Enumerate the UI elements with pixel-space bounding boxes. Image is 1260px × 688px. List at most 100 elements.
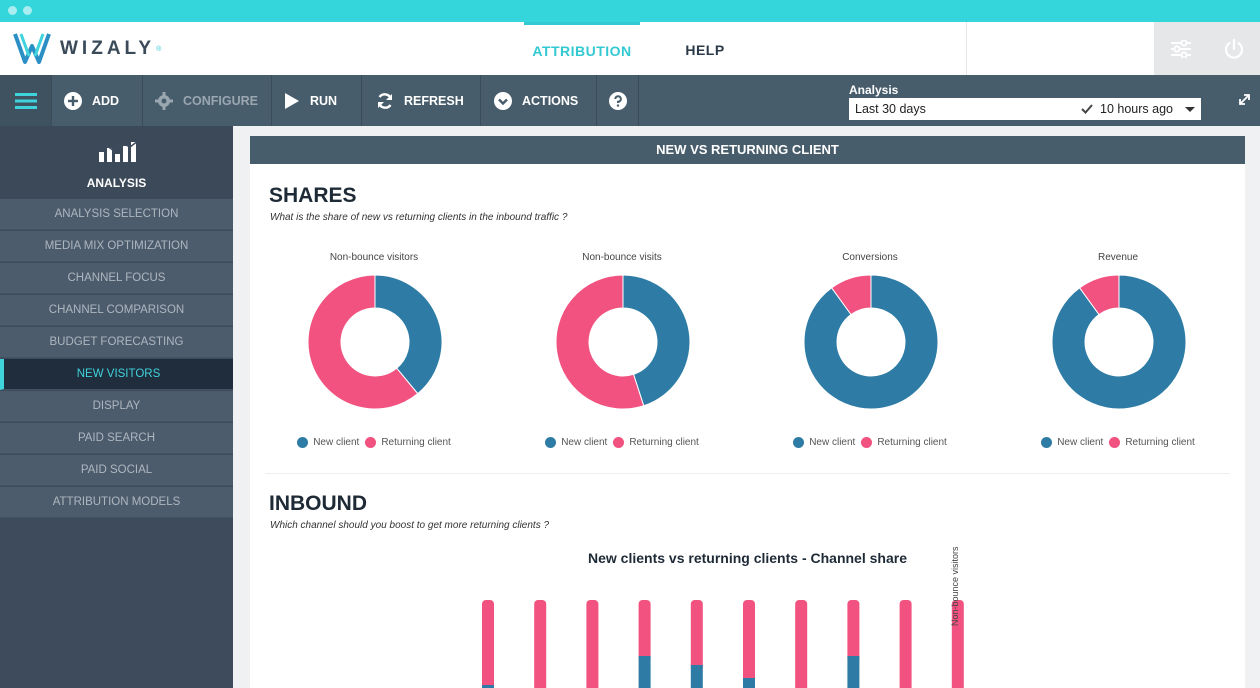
bar-new-client[interactable] <box>847 656 860 688</box>
slice-returning-client[interactable] <box>555 274 645 410</box>
donut-svg <box>307 274 443 410</box>
legend-returning-client[interactable]: Returning client <box>1109 437 1195 448</box>
analysis-period-select[interactable]: Last 30 days 10 hours ago <box>849 98 1201 120</box>
bar-returning-client[interactable] <box>638 600 651 662</box>
slice-returning-client[interactable] <box>307 274 419 410</box>
bar-returning-client[interactable] <box>482 600 494 688</box>
gear-icon <box>155 91 173 110</box>
bar-new-client[interactable] <box>638 656 651 688</box>
slice-returning-client[interactable] <box>830 274 872 316</box>
sidebar-title: ANALYSIS <box>86 176 147 190</box>
sliders-icon <box>1170 39 1191 58</box>
bar-returning-client[interactable] <box>586 600 599 688</box>
bar-new-client[interactable] <box>482 685 494 688</box>
tab-attribution[interactable]: ATTRIBUTION <box>524 22 640 75</box>
sidebar-item[interactable]: ANALYSIS SELECTION <box>0 199 233 230</box>
legend-returning-client[interactable]: Returning client <box>613 437 699 448</box>
legend-new-client[interactable]: New client <box>793 437 855 448</box>
bar-returning-client[interactable] <box>951 600 964 688</box>
sidebar-item[interactable]: MEDIA MIX OPTIMIZATION <box>0 231 233 262</box>
bar-returning-client[interactable] <box>899 600 912 688</box>
slice-new-client[interactable] <box>803 274 939 410</box>
add-button[interactable]: ADD <box>52 75 143 126</box>
sidebar-item[interactable]: PAID SOCIAL <box>0 455 233 486</box>
sidebar-item[interactable]: PAID SEARCH <box>0 423 233 454</box>
report-card: NEW VS RETURNING CLIENT SHARES What is t… <box>250 136 1245 688</box>
legend-new-client[interactable]: New client <box>297 437 359 448</box>
sidebar-item[interactable]: ATTRIBUTION MODELS <box>0 487 233 518</box>
power-button[interactable] <box>1207 22 1260 75</box>
chevron-down-circle-icon <box>494 91 512 110</box>
configure-button[interactable]: CONFIGURE <box>143 75 272 126</box>
tab-help[interactable]: HELP <box>685 42 725 58</box>
donut-chart: Non-bounce visitors New client Returning c… <box>250 252 498 452</box>
donut-legend: New client Returning client <box>250 437 498 448</box>
sidebar-item[interactable]: DISPLAY <box>0 391 233 422</box>
shares-title: SHARES <box>269 184 357 207</box>
bar-returning-client[interactable] <box>847 600 860 662</box>
caret-down-icon <box>1185 107 1195 112</box>
refresh-label: REFRESH <box>404 93 464 108</box>
donut-legend: New client Returning client <box>498 437 746 448</box>
settings-button[interactable] <box>1154 22 1207 75</box>
wizaly-logo-icon <box>13 33 51 64</box>
bar-returning-client[interactable] <box>690 600 703 671</box>
slice-new-client[interactable] <box>622 274 691 407</box>
legend-label: Returning client <box>1125 437 1195 448</box>
help-button[interactable] <box>597 75 639 126</box>
actions-label: ACTIONS <box>522 93 579 108</box>
logo[interactable]: WIZALY ® <box>12 28 161 70</box>
legend-returning-client[interactable]: Returning client <box>861 437 947 448</box>
actions-button[interactable]: ACTIONS <box>481 75 597 126</box>
refresh-button[interactable]: REFRESH <box>362 75 481 126</box>
donut-chart: Conversions New client Returning client <box>746 252 994 452</box>
sidebar-item[interactable]: BUDGET FORECASTING <box>0 327 233 358</box>
legend-dot-icon <box>365 437 377 448</box>
logo-text: WIZALY <box>60 38 156 59</box>
section-divider <box>265 473 1230 474</box>
bar-returning-client[interactable] <box>795 600 808 688</box>
donut-svg <box>803 274 939 410</box>
window-titlebar <box>0 0 1260 22</box>
legend-new-client[interactable]: New client <box>1041 437 1103 448</box>
sidebar-item[interactable]: CHANNEL COMPARISON <box>0 295 233 326</box>
legend-returning-client[interactable]: Returning client <box>365 437 451 448</box>
bar-returning-client[interactable] <box>743 600 755 684</box>
logo-registered-mark: ® <box>156 45 162 53</box>
slice-returning-client[interactable] <box>1078 274 1120 316</box>
legend-dot-icon <box>793 437 805 448</box>
bar-returning-client[interactable] <box>534 600 547 688</box>
slice-new-client[interactable] <box>374 274 443 395</box>
analysis-label: Analysis <box>849 83 899 97</box>
expand-icon[interactable] <box>1238 93 1251 106</box>
run-button[interactable]: RUN <box>272 75 362 126</box>
inbound-title: INBOUND <box>269 492 367 515</box>
legend-dot-icon <box>613 437 625 448</box>
header-divider <box>966 22 967 75</box>
bar-new-client[interactable] <box>743 678 755 688</box>
legend-dot-icon <box>1109 437 1121 448</box>
menu-button[interactable] <box>0 75 52 126</box>
run-label: RUN <box>310 93 338 108</box>
add-label: ADD <box>92 93 120 108</box>
analysis-chart-icon <box>97 140 139 162</box>
sidebar-item[interactable]: CHANNEL FOCUS <box>0 263 233 294</box>
legend-label: New client <box>1057 437 1104 448</box>
report-title: NEW VS RETURNING CLIENT <box>250 136 1245 164</box>
legend-new-client[interactable]: New client <box>545 437 607 448</box>
sidebar: ANALYSIS ANALYSIS SELECTION MEDIA MIX OPT… <box>0 126 233 688</box>
donut-legend: New client Returning client <box>746 437 994 448</box>
legend-label: New client <box>313 437 360 448</box>
slice-new-client[interactable] <box>1051 274 1187 410</box>
bar-new-client[interactable] <box>690 665 703 688</box>
donut-chart: Revenue New client Returning client <box>994 252 1242 452</box>
sidebar-item[interactable]: NEW VISITORS <box>0 359 233 390</box>
refresh-icon <box>377 92 393 109</box>
bar-chart-title: New clients vs returning clients - Chann… <box>588 550 907 566</box>
top-header: WIZALY ® ATTRIBUTION HELP <box>0 22 1260 75</box>
legend-dot-icon <box>297 437 309 448</box>
legend-label: New client <box>809 437 856 448</box>
legend-label: Returning client <box>381 437 451 448</box>
donut-title: Non-bounce visitors <box>329 252 419 263</box>
toolbar: ADD CONFIGURE RUN REFRESH ACTIONS <box>0 75 1260 126</box>
